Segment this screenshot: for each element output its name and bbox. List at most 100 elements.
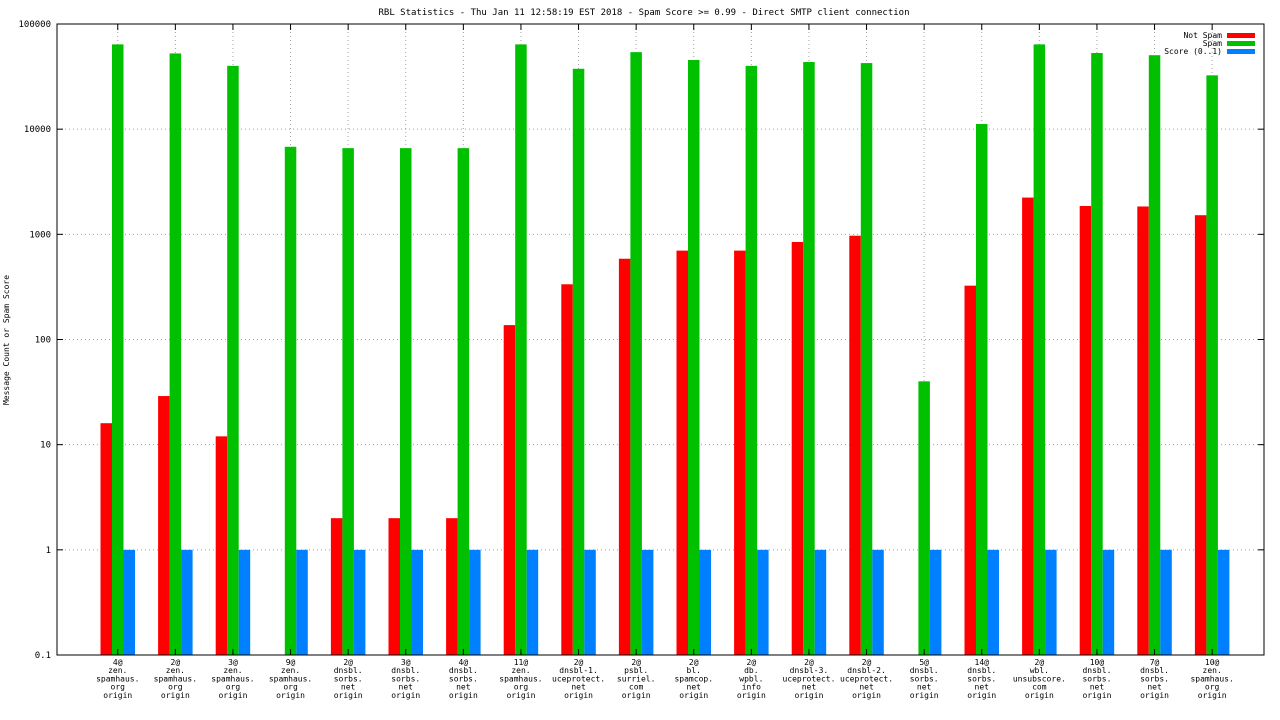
bar	[976, 123, 988, 655]
x-tick-label: 2@	[747, 658, 757, 667]
x-tick-label: origin	[679, 691, 708, 700]
x-tick-label: spamhaus.	[211, 674, 254, 683]
bar	[584, 549, 596, 655]
x-tick-label: org	[111, 683, 126, 692]
y-tick-label: 100000	[18, 20, 51, 30]
x-tick-label: net	[456, 683, 471, 692]
y-tick-label: 100	[35, 336, 51, 346]
bar	[734, 250, 746, 656]
bar	[1206, 75, 1218, 655]
x-tick-label: zen.	[108, 666, 127, 675]
x-tick-label: surriel.	[617, 674, 656, 683]
x-tick-label: zen.	[281, 666, 300, 675]
bar	[503, 325, 516, 655]
bar	[1045, 549, 1057, 655]
x-tick-label: net	[399, 683, 414, 692]
x-tick-label: net	[571, 683, 586, 692]
bar	[158, 396, 170, 655]
x-tick-label: zen.	[511, 666, 530, 675]
bar	[1091, 52, 1103, 655]
x-tick-label: origin	[103, 691, 132, 700]
x-tick-label: net	[341, 683, 356, 692]
bars	[100, 44, 1230, 656]
x-tick-label: 10@	[1090, 658, 1105, 667]
x-tick-label: org	[514, 683, 529, 692]
x-tick-label: origin	[1082, 691, 1111, 700]
bar	[676, 250, 688, 656]
x-tick-label: 10@	[1205, 658, 1220, 667]
x-tick-label: wbl.	[1030, 666, 1049, 675]
y-tick-label: 1	[46, 546, 51, 556]
x-tick-label: 3@	[401, 658, 411, 667]
x-tick-label: spamhaus.	[269, 674, 312, 683]
bar	[757, 549, 769, 655]
bar	[526, 549, 539, 655]
x-tick-label: net	[859, 683, 874, 692]
x-tick-label: origin	[161, 691, 190, 700]
bar	[618, 258, 631, 655]
bar	[641, 549, 654, 655]
x-tick-label: origin	[1198, 691, 1227, 700]
legend-swatch	[1227, 33, 1255, 38]
x-tick-label: com	[1032, 683, 1047, 692]
x-tick-label: 2@	[862, 658, 872, 667]
x-tick-label: bl.	[687, 666, 701, 675]
x-tick-label: 2@	[343, 658, 353, 667]
bar	[699, 549, 711, 655]
x-tick-label: zen.	[1203, 666, 1222, 675]
x-tick-label: 2@	[804, 658, 814, 667]
bar	[814, 549, 827, 655]
x-tick-label: origin	[622, 691, 651, 700]
x-tick-label: origin	[218, 691, 247, 700]
x-tick-label: com	[629, 683, 644, 692]
x-tick-label: 9@	[286, 658, 296, 667]
legend-label: Spam	[1203, 39, 1222, 48]
bar	[1033, 44, 1046, 655]
x-tick-label: psbl.	[624, 666, 648, 675]
x-tick-label: net	[802, 683, 817, 692]
x-tick-label: unsubscore.	[1013, 674, 1066, 683]
bar	[849, 235, 861, 656]
x-tick-label: dnsbl.	[1082, 666, 1111, 675]
bar	[1160, 549, 1172, 655]
legend-label: Not Spam	[1183, 31, 1222, 40]
bar	[284, 146, 297, 656]
x-tick-label: dnsbl.	[967, 666, 996, 675]
bar	[803, 62, 815, 656]
x-tick-label: spamhaus.	[96, 674, 139, 683]
x-tick-label: 2@	[574, 658, 584, 667]
bar	[1137, 206, 1149, 655]
chart-title: RBL Statistics - Thu Jan 11 12:58:19 EST…	[378, 8, 909, 18]
bar	[1022, 197, 1034, 655]
bar	[918, 381, 930, 655]
bar	[296, 549, 308, 655]
x-tick-label: org	[168, 683, 183, 692]
x-tick-label: origin	[852, 691, 881, 700]
bar	[561, 284, 573, 655]
bar	[227, 65, 239, 655]
bar	[987, 549, 999, 655]
x-tick-label: dnsbl-1.	[559, 666, 598, 675]
bar	[469, 549, 481, 655]
legend-label: Score (0..1)	[1164, 47, 1222, 56]
bar	[791, 241, 804, 655]
bar	[123, 549, 135, 655]
y-tick-label: 10000	[24, 125, 51, 135]
bar	[630, 52, 642, 656]
bar	[353, 549, 366, 655]
x-tick-label: 2@	[171, 658, 181, 667]
x-tick-label: sorbs.	[391, 674, 420, 683]
x-tick-label: wpbl.	[739, 674, 763, 683]
x-tick-label: sorbs.	[1140, 674, 1169, 683]
x-tick-label: net	[1147, 683, 1162, 692]
bar	[929, 549, 942, 655]
bar	[1217, 549, 1230, 655]
x-tick-label: dnsbl-2.	[847, 666, 886, 675]
bar	[457, 148, 470, 655]
x-tick-label: 2@	[1035, 658, 1045, 667]
bar	[745, 65, 758, 655]
bar	[1102, 549, 1115, 655]
x-tick-label: 5@	[919, 658, 929, 667]
